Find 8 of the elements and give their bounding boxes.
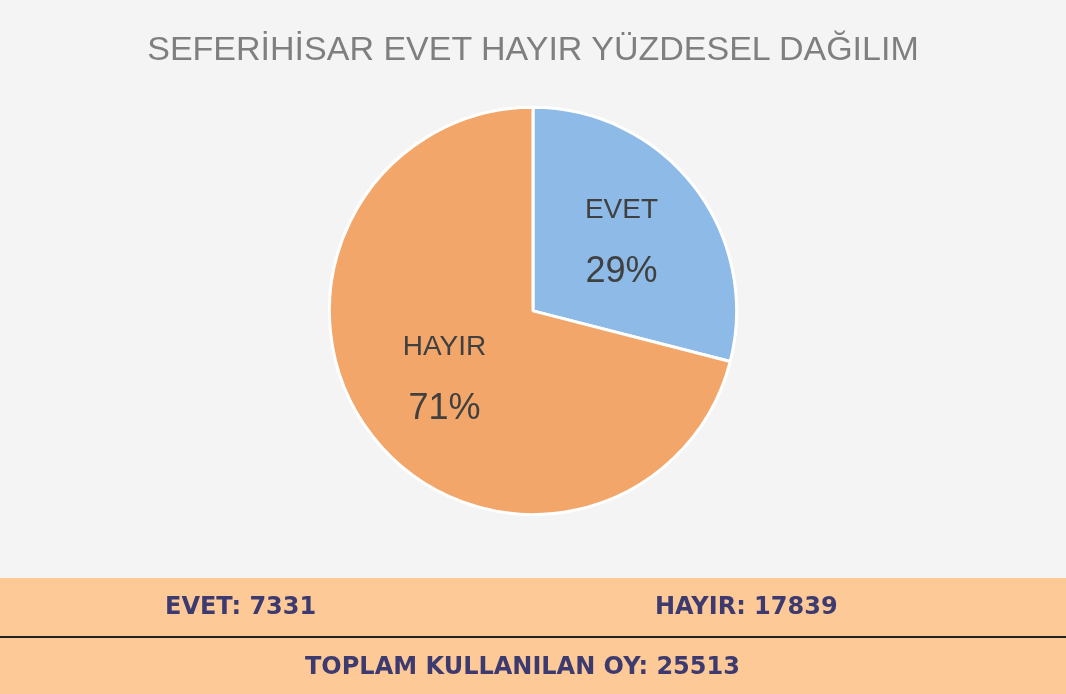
data-label: 29% bbox=[585, 249, 658, 291]
slice-label: EVET bbox=[584, 192, 659, 224]
slice-label: HAYIR bbox=[402, 330, 487, 362]
text: EVET: 7331 bbox=[165, 592, 317, 620]
chart-title: SEFERİHİSAR EVET HAYIR YÜZDESEL DAĞILIM bbox=[147, 28, 919, 67]
text: HAYIR: 17839 bbox=[655, 592, 838, 620]
text: TOPLAM KULLANILAN OY: 25513 bbox=[305, 652, 740, 680]
data-label: 71% bbox=[408, 386, 481, 428]
